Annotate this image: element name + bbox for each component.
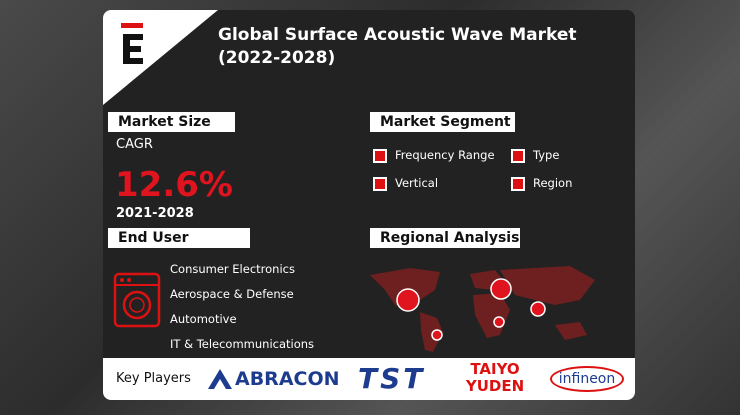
end-user-item: Aerospace & Defense (170, 287, 294, 301)
company: TST (358, 362, 426, 395)
segment-item: Frequency Range (373, 148, 495, 163)
segment-item: Region (511, 176, 572, 191)
end-user-item: Automotive (170, 312, 237, 326)
logo-corner (103, 10, 218, 105)
title: Global Surface Acoustic Wave Market (202… (218, 25, 577, 68)
key-players-label: Key Players (116, 371, 191, 386)
segment-item: Vertical (373, 176, 438, 191)
key-players-bar: Key Players ABRACON TST TAIYO YUDEN infi… (103, 358, 635, 400)
company: TAIYO YUDEN (465, 360, 525, 395)
company: ABRACON (235, 368, 340, 390)
washer-icon (113, 272, 161, 328)
cagr-value: 12.6% (115, 165, 233, 205)
metric: CAGR (116, 137, 153, 152)
section-heading: Market Segment (370, 112, 515, 132)
period: 2021-2028 (116, 206, 194, 221)
abracon-mark (208, 369, 232, 389)
section-heading: Regional Analysis (370, 228, 520, 248)
section-heading: End User (108, 228, 250, 248)
card: Global Surface Acoustic Wave Market (202… (103, 10, 635, 400)
section-heading: Market Size (108, 112, 235, 132)
end-user-item: IT & Telecommunications (170, 337, 315, 351)
segment-item: Type (511, 148, 559, 163)
world-map (370, 266, 595, 352)
end-user-item: Consumer Electronics (170, 262, 295, 276)
company: infineon (550, 366, 624, 392)
